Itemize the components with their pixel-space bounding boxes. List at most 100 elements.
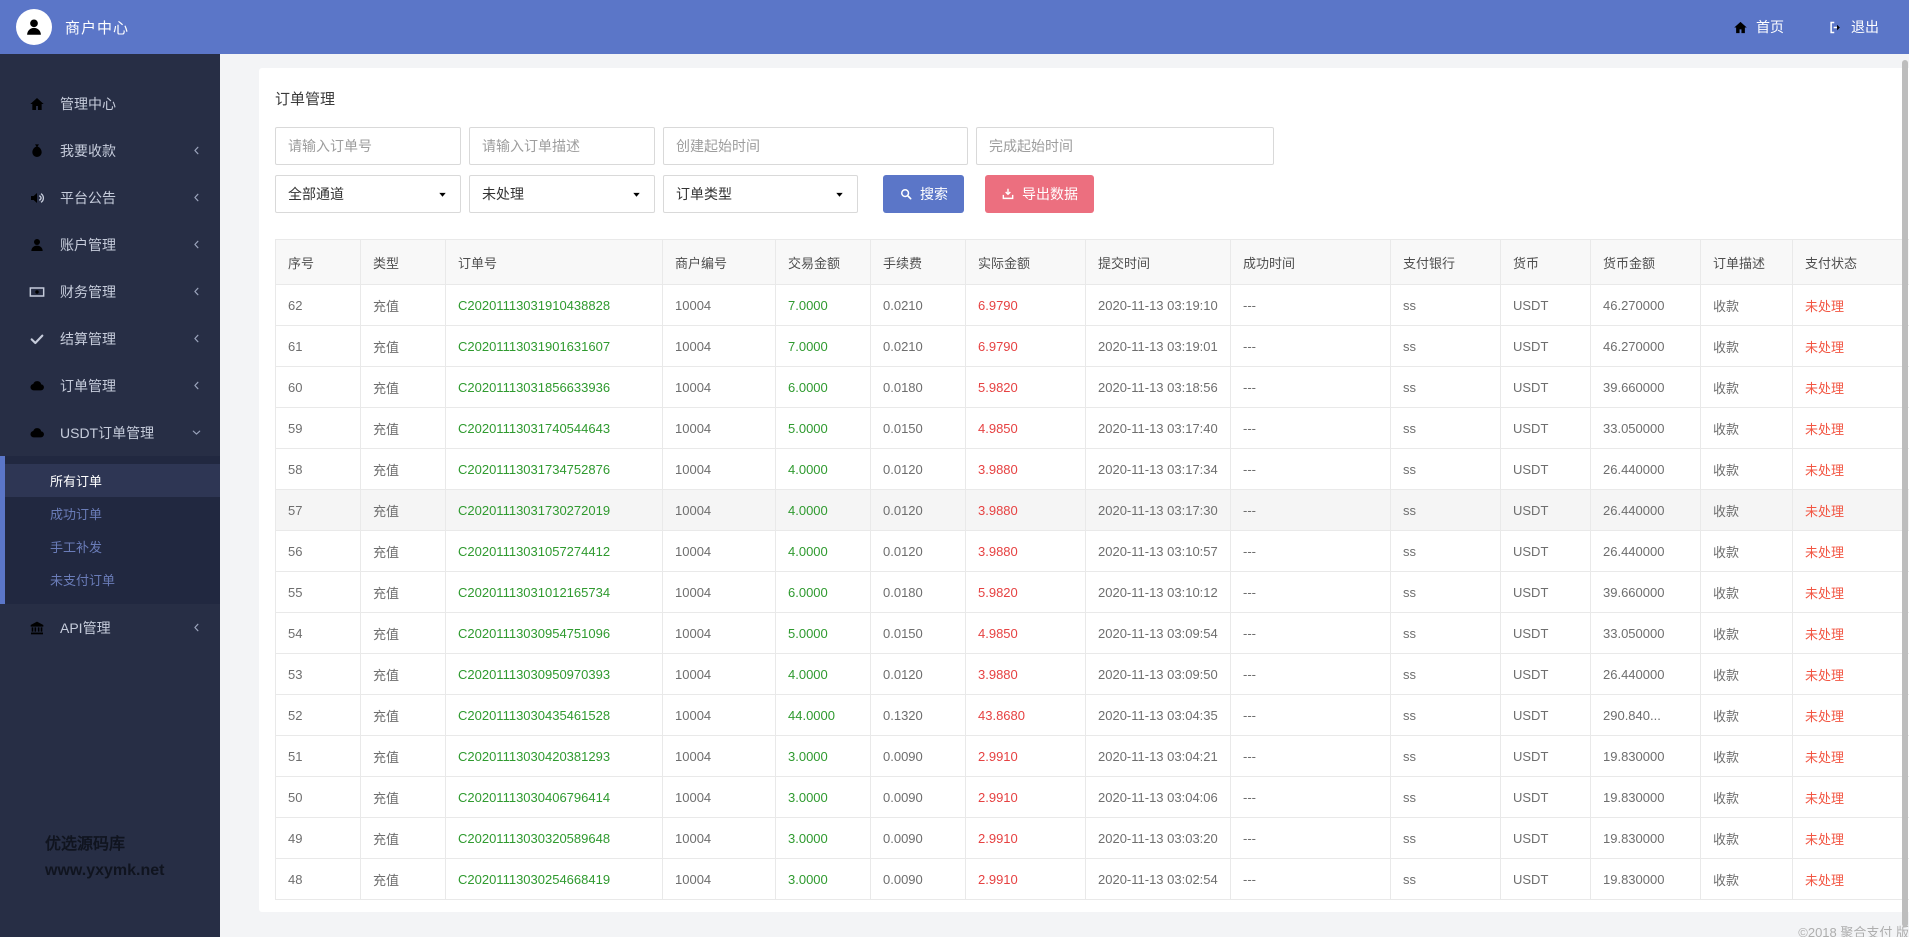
- sidebar-menu: 管理中心 我要收款 平台公告 账户管理 财务管理 结算管理 订单管理 USDT订单管理 所有订单…: [0, 80, 220, 651]
- table-cell-value: 4.0000: [788, 461, 828, 477]
- table-row[interactable]: 54 充值 C20201113030954751096 10004 5.0000 0.01…: [275, 612, 1909, 654]
- page-scrollbar[interactable]: [1902, 60, 1908, 927]
- sidebar-subitem[interactable]: 手工补发: [5, 530, 220, 563]
- chevron-left-icon: [191, 239, 202, 250]
- table-row[interactable]: 62 充值 C20201113031910438828 10004 7.0000 0.02…: [275, 284, 1909, 326]
- table-cell-value: 0.0120: [883, 666, 923, 682]
- table-row[interactable]: 55 充值 C20201113031012165734 10004 6.0000 0.01…: [275, 571, 1909, 613]
- table-cell: USDT: [1500, 612, 1591, 654]
- sidebar-item[interactable]: 我要收款: [0, 127, 220, 174]
- table-cell: ss: [1390, 571, 1501, 613]
- sidebar-item[interactable]: 财务管理: [0, 268, 220, 315]
- table-cell-value: ---: [1243, 379, 1256, 395]
- table-cell-value: 2020-11-13 03:18:56: [1098, 379, 1218, 395]
- sidebar-subitem[interactable]: 成功订单: [5, 497, 220, 530]
- table-cell: 未处理: [1792, 284, 1909, 326]
- filter-input-1[interactable]: [469, 127, 655, 165]
- topnav-logout[interactable]: 退出: [1828, 17, 1879, 37]
- table-row[interactable]: 59 充值 C20201113031740544643 10004 5.0000 0.01…: [275, 407, 1909, 449]
- sidebar-item[interactable]: 平台公告: [0, 174, 220, 221]
- table-row[interactable]: 49 充值 C20201113030320589648 10004 3.0000 0.00…: [275, 817, 1909, 859]
- topnav-home[interactable]: 首页: [1733, 17, 1784, 37]
- table-row[interactable]: 58 充值 C20201113031734752876 10004 4.0000 0.01…: [275, 448, 1909, 490]
- table-cell-value: C20201113031901631607: [458, 338, 611, 354]
- sidebar-item[interactable]: 账户管理: [0, 221, 220, 268]
- filter-select-2[interactable]: 订单类型: [663, 175, 858, 213]
- table-cell-value: 收款: [1713, 749, 1740, 765]
- table-cell-value: C20201113030954751096: [458, 625, 611, 641]
- submenu: 所有订单 成功订单 手工补发 未支付订单: [0, 456, 220, 604]
- table-cell: 2020-11-13 03:04:06: [1085, 776, 1231, 818]
- table-row[interactable]: 56 充值 C20201113031057274412 10004 4.0000 0.01…: [275, 530, 1909, 572]
- table-row[interactable]: 61 充值 C20201113031901631607 10004 7.0000 0.02…: [275, 325, 1909, 367]
- column-header-label: 订单号: [458, 255, 498, 271]
- filter-select-1[interactable]: 未处理: [469, 175, 655, 213]
- export-data-button[interactable]: 导出数据: [985, 175, 1094, 213]
- filter-select-0[interactable]: 全部通道: [275, 175, 461, 213]
- table-row[interactable]: 57 充值 C20201113031730272019 10004 4.0000 0.01…: [275, 489, 1909, 531]
- table-row[interactable]: 51 充值 C20201113030420381293 10004 3.0000 0.00…: [275, 735, 1909, 777]
- table-cell: 3.9880: [965, 489, 1086, 531]
- finance-icon: [29, 284, 45, 300]
- filter-input-0[interactable]: [275, 127, 461, 165]
- chevron-left-icon: [191, 622, 202, 633]
- table-cell-value: ss: [1403, 666, 1416, 682]
- table-cell-value: USDT: [1513, 543, 1549, 559]
- table-cell-value: 2.9910: [978, 789, 1018, 805]
- table-row[interactable]: 52 充值 C20201113030435461528 10004 44.0000 0.1…: [275, 694, 1909, 736]
- table-cell: 充值: [360, 571, 446, 613]
- avatar[interactable]: [16, 9, 52, 45]
- table-cell-value: 10004: [675, 748, 712, 764]
- table-cell-value: 0.0090: [883, 748, 923, 764]
- table-row[interactable]: 50 充值 C20201113030406796414 10004 3.0000 0.00…: [275, 776, 1909, 818]
- sidebar-subitem[interactable]: 所有订单: [5, 464, 220, 497]
- sidebar-item[interactable]: API管理: [0, 604, 220, 651]
- caret-down-icon: [437, 189, 448, 200]
- settlement-icon: [29, 331, 45, 347]
- table-cell: C20201113030320589648: [445, 817, 663, 859]
- column-header: 货币金额: [1590, 239, 1701, 285]
- sidebar-item[interactable]: 订单管理: [0, 362, 220, 409]
- table-cell: 58: [275, 448, 361, 490]
- table-cell-value: C20201113030420381293: [458, 748, 611, 764]
- table-cell: ss: [1390, 448, 1501, 490]
- table-cell: 充值: [360, 735, 446, 777]
- table-cell: ss: [1390, 612, 1501, 654]
- sidebar-item[interactable]: 管理中心: [0, 80, 220, 127]
- column-header: 实际金额: [965, 239, 1086, 285]
- table-cell-value: 48: [288, 871, 303, 887]
- search-button[interactable]: 搜索: [883, 175, 964, 213]
- sidebar-subitem[interactable]: 未支付订单: [5, 563, 220, 596]
- table-cell-value: 19.830000: [1603, 748, 1665, 764]
- table-cell-value: 7.0000: [788, 297, 828, 313]
- table-cell: 44.0000: [775, 694, 871, 736]
- table-row[interactable]: 48 充值 C20201113030254668419 10004 3.0000 0.00…: [275, 858, 1909, 900]
- table-cell: 2020-11-13 03:17:34: [1085, 448, 1231, 490]
- table-cell: 61: [275, 325, 361, 367]
- sidebar-item[interactable]: 结算管理: [0, 315, 220, 362]
- table-cell-value: ---: [1243, 543, 1256, 559]
- table-cell-value: C20201113031856633936: [458, 379, 611, 395]
- table-cell-value: 10004: [675, 625, 712, 641]
- table-cell: ---: [1230, 530, 1391, 572]
- home-icon: [29, 96, 45, 112]
- table-row[interactable]: 60 充值 C20201113031856633936 10004 6.0000 0.01…: [275, 366, 1909, 408]
- filter-input-3[interactable]: [976, 127, 1274, 165]
- table-cell-value: 3.9880: [978, 543, 1018, 559]
- table-cell-value: 10004: [675, 297, 712, 313]
- column-header: 类型: [360, 239, 446, 285]
- column-header: 交易金额: [775, 239, 871, 285]
- filter-input-2[interactable]: [663, 127, 968, 165]
- table-cell: ss: [1390, 366, 1501, 408]
- table-cell-value: 3.9880: [978, 666, 1018, 682]
- table-cell-value: USDT: [1513, 502, 1549, 518]
- table-cell: 4.0000: [775, 653, 871, 695]
- chevron-left-icon: [191, 192, 202, 203]
- table-cell: 充值: [360, 817, 446, 859]
- table-cell-value: 53: [288, 666, 303, 682]
- table-cell: USDT: [1500, 407, 1591, 449]
- table-cell: 10004: [662, 653, 776, 695]
- sidebar-item[interactable]: USDT订单管理: [0, 409, 220, 456]
- table-row[interactable]: 53 充值 C20201113030950970393 10004 4.0000 0.01…: [275, 653, 1909, 695]
- table-cell: 收款: [1700, 407, 1793, 449]
